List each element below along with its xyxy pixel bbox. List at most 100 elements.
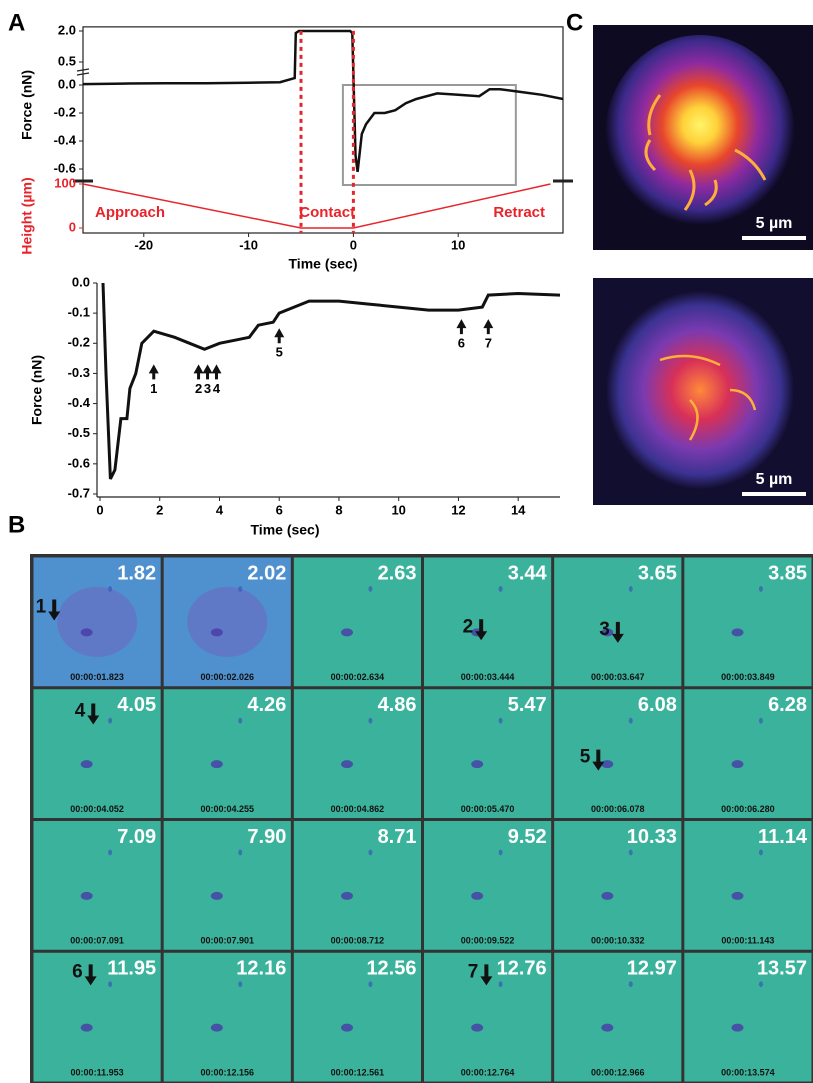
spot [341,628,354,637]
spot [498,849,503,856]
cell-shadow [57,586,138,657]
image-tile: 12.97 00:00:12.966 [554,952,682,1082]
tile-timestamp: 00:00:03.444 [461,672,515,682]
image-tile: 7.09 00:00:07.091 [33,821,161,950]
image-2 [593,278,813,505]
tile-time: 3.65 [638,562,677,584]
y-tick-label: -0.7 [68,485,90,500]
tile-marker-label: 4 [75,701,86,722]
tile-time: 4.86 [378,694,417,716]
tile-timestamp: 00:00:07.091 [70,936,124,946]
x-axis-label: Time (sec) [251,522,320,538]
image-tile: 4.05 00:00:04.052 4 [33,689,161,818]
tile-timestamp: 00:00:10.332 [591,936,645,946]
spot [601,760,614,769]
tile-timestamp: 00:00:08.712 [331,936,385,946]
arrow [202,364,213,380]
image-tile: 12.76 00:00:12.764 7 [424,952,552,1082]
tile-timestamp: 00:00:05.470 [461,804,515,814]
tile-image [684,952,812,1082]
spot [341,891,354,900]
x-tick-label: -20 [134,237,153,252]
tile-time: 3.44 [508,562,548,584]
tile-image [163,689,291,818]
image-tile: 5.47 00:00:05.470 [424,689,552,818]
spot [628,981,633,988]
spot [80,628,93,637]
tile-timestamp: 00:00:12.561 [331,1067,385,1077]
y-tick-label: 0.0 [72,274,90,289]
tile-marker-label: 3 [599,619,610,640]
arrow-label: 6 [458,336,465,351]
tile-time: 5.47 [508,694,547,716]
tile-image [293,689,421,818]
spot [368,981,373,988]
tile-marker-arrow [475,619,488,641]
y-axis-label: Force (nN) [19,70,35,140]
spot [758,717,763,724]
tile-marker-label: 2 [463,616,474,637]
tile-time: 8.71 [378,826,417,848]
arrow [211,364,222,380]
image-tile: 11.14 00:00:11.143 [684,821,812,950]
tile-timestamp: 00:00:01.823 [70,672,124,682]
tile-time: 10.33 [627,826,677,848]
spot [758,849,763,856]
tile-time: 7.09 [117,826,156,848]
y-tick-label: 0.5 [58,53,76,68]
zoom-box [341,84,517,186]
arrow-label: 7 [485,336,492,351]
line-series [82,29,564,172]
image-tile: 7.90 00:00:07.901 [163,821,291,950]
tile-image [684,689,812,818]
y2-axis-label: Height (µm) [19,177,35,254]
spot [628,585,633,592]
image-tile: 10.33 00:00:10.332 [554,821,682,950]
spot [498,981,503,988]
spot [731,760,744,769]
tile-image [33,821,161,950]
x-tick-label: 10 [451,237,465,252]
spot [210,760,223,769]
tile-image [684,557,812,687]
tile-marker-label: 1 [36,596,47,617]
tile-timestamp: 00:00:02.026 [200,672,254,682]
x-tick-label: -10 [239,237,258,252]
tile-timestamp: 00:00:12.764 [461,1067,515,1077]
tile-marker-label: 7 [468,961,479,982]
tile-image [293,821,421,950]
spot [731,628,744,637]
y-tick-label: -0.5 [68,425,90,440]
spot [731,1023,744,1032]
panel-label: A [8,9,25,36]
tile-image [684,821,812,950]
y-tick-label: -0.1 [68,305,90,320]
tile-time: 11.14 [758,826,808,848]
y-tick-label: -0.3 [68,365,90,380]
plot-frame [82,26,564,234]
spot [238,981,243,988]
image-tile: 12.16 00:00:12.156 [163,952,291,1082]
scale-bar-label: 5 µm [756,215,793,232]
tile-time: 4.26 [247,694,286,716]
arrow-label: 2 [195,381,202,396]
tile-time: 7.90 [247,826,286,848]
spot [628,849,633,856]
arrow-label: 4 [213,381,221,396]
tile-timestamp: 00:00:04.255 [200,804,254,814]
tile-time: 2.02 [247,562,286,584]
spot [238,717,243,724]
y-tick-label: 0.0 [58,76,76,91]
scale-bar-label: 5 µm [756,471,793,488]
tile-image [424,557,552,687]
spot [471,891,484,900]
tile-timestamp: 00:00:11.953 [71,1067,124,1077]
spot [731,891,744,900]
spot [758,585,763,592]
arrow-label: 1 [150,381,157,396]
annotation: Retract [493,204,545,221]
spot [601,891,614,900]
spot [108,585,113,592]
x-tick-label: 10 [391,502,405,517]
tile-time: 4.05 [117,694,156,716]
